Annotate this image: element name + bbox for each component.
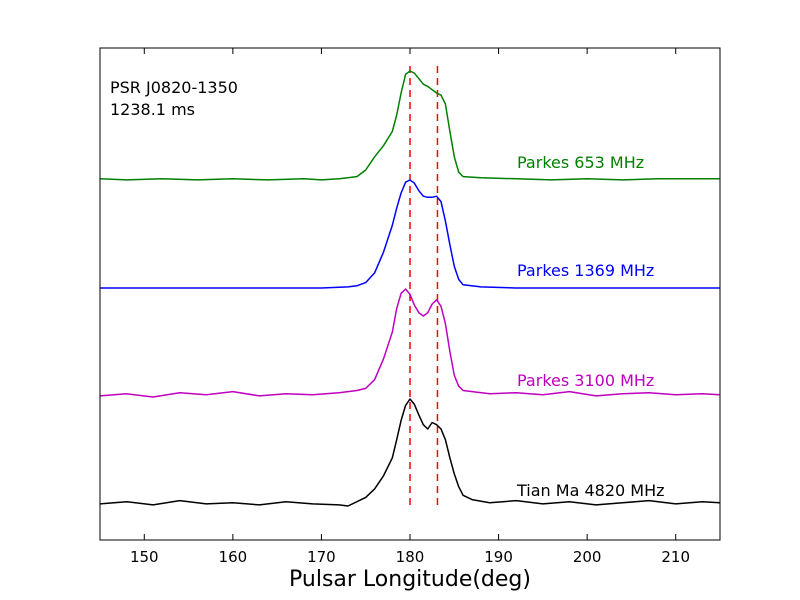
series-group [99, 70, 721, 507]
series-label-3: Parkes 3100 MHz [517, 371, 654, 390]
x-tick-label-150: 150 [130, 548, 159, 566]
x-axis-title: Pulsar Longitude(deg) [289, 567, 531, 592]
x-tick-label-170: 170 [307, 548, 336, 566]
reference-lines [409, 66, 439, 510]
series-label-2: Parkes 1369 MHz [517, 261, 654, 280]
x-axis-ticks: 150 160 170 180 190 200 210 [130, 48, 690, 566]
x-tick-label-210: 210 [661, 548, 690, 566]
x-tick-label-190: 190 [484, 548, 513, 566]
series-labels: Parkes 653 MHz Parkes 1369 MHz Parkes 3100… [516, 153, 665, 500]
series-line-1 [99, 70, 720, 181]
pulsar-period-annotation: 1238.1 ms [110, 100, 195, 119]
x-tick-label-160: 160 [219, 548, 248, 566]
x-tick-label-200: 200 [573, 548, 602, 566]
pulsar-name-annotation: PSR J0820-1350 [110, 78, 238, 97]
series-line-3 [99, 288, 721, 398]
series-line-2 [100, 179, 720, 289]
series-label-1: Parkes 653 MHz [517, 153, 644, 172]
series-line-4 [99, 398, 721, 507]
series-label-4: Tian Ma 4820 MHz [516, 481, 665, 500]
x-tick-label-180: 180 [396, 548, 425, 566]
